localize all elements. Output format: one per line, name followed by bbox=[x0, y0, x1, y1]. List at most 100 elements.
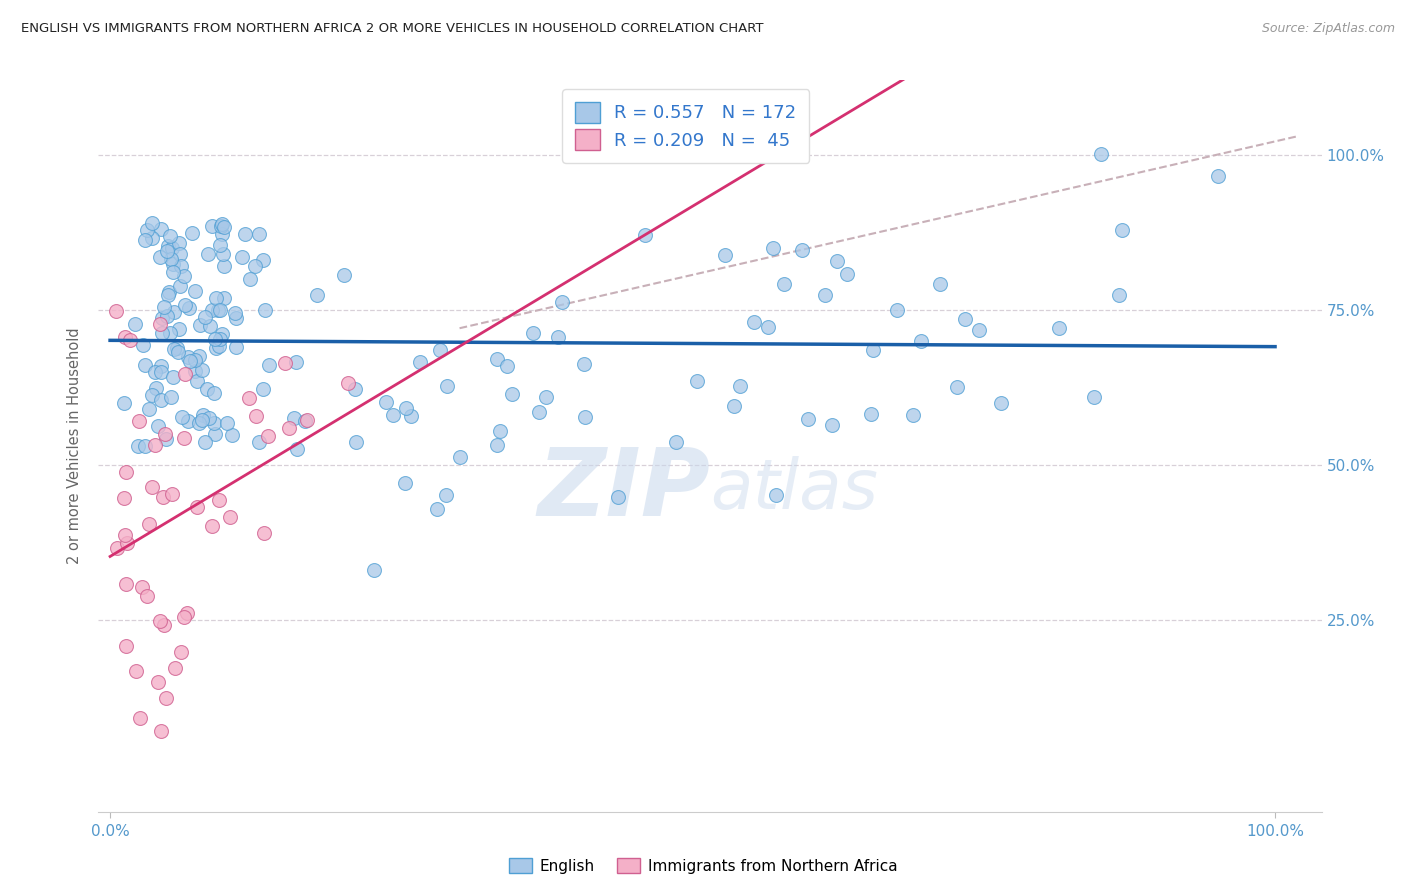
Point bbox=[233, 227, 256, 242]
Point bbox=[136, 223, 159, 237]
Point bbox=[336, 376, 359, 390]
Point bbox=[211, 217, 233, 231]
Point bbox=[254, 302, 277, 317]
Point bbox=[247, 434, 270, 449]
Point bbox=[239, 272, 262, 286]
Point bbox=[177, 414, 200, 428]
Point bbox=[256, 428, 278, 442]
Point bbox=[127, 439, 149, 453]
Point bbox=[174, 298, 197, 312]
Point bbox=[252, 526, 274, 541]
Point bbox=[145, 438, 167, 452]
Point bbox=[138, 516, 160, 531]
Legend: R = 0.557   N = 172, R = 0.209   N =  45: R = 0.557 N = 172, R = 0.209 N = 45 bbox=[562, 89, 808, 162]
Point bbox=[153, 300, 176, 314]
Point bbox=[399, 409, 422, 423]
Point bbox=[146, 675, 169, 690]
Point bbox=[201, 219, 224, 233]
Point bbox=[211, 227, 233, 242]
Point bbox=[395, 401, 418, 416]
Point bbox=[247, 227, 270, 242]
Point bbox=[200, 318, 222, 333]
Point bbox=[903, 409, 925, 423]
Point bbox=[534, 390, 557, 404]
Point bbox=[208, 339, 231, 353]
Point bbox=[243, 259, 266, 273]
Point bbox=[207, 303, 229, 318]
Point bbox=[197, 247, 219, 261]
Point bbox=[162, 369, 184, 384]
Point bbox=[218, 510, 240, 524]
Point bbox=[188, 318, 211, 332]
Point bbox=[177, 350, 200, 364]
Point bbox=[176, 606, 198, 620]
Point bbox=[152, 618, 174, 632]
Point bbox=[343, 382, 366, 396]
Point bbox=[252, 382, 274, 396]
Point bbox=[208, 492, 231, 507]
Point bbox=[204, 427, 226, 442]
Point bbox=[436, 379, 458, 393]
Point bbox=[574, 409, 596, 424]
Point bbox=[204, 291, 226, 305]
Point bbox=[825, 253, 848, 268]
Point bbox=[153, 426, 176, 441]
Point bbox=[179, 354, 201, 368]
Point bbox=[149, 318, 172, 332]
Point bbox=[928, 277, 950, 292]
Point bbox=[756, 320, 779, 334]
Point bbox=[118, 333, 141, 347]
Point bbox=[191, 363, 214, 377]
Point bbox=[1108, 287, 1130, 301]
Point bbox=[821, 418, 844, 433]
Point bbox=[814, 288, 837, 302]
Point bbox=[152, 491, 174, 505]
Point bbox=[344, 434, 367, 449]
Point bbox=[157, 285, 180, 299]
Point bbox=[429, 343, 451, 357]
Point bbox=[163, 304, 186, 318]
Point bbox=[762, 242, 785, 256]
Point bbox=[285, 442, 308, 456]
Point bbox=[149, 250, 172, 264]
Point bbox=[665, 434, 688, 449]
Point bbox=[160, 487, 183, 501]
Point bbox=[134, 358, 156, 372]
Point bbox=[221, 427, 243, 442]
Point bbox=[686, 374, 709, 388]
Point bbox=[211, 327, 233, 342]
Point bbox=[128, 414, 150, 428]
Point bbox=[131, 580, 153, 594]
Text: atlas: atlas bbox=[710, 457, 877, 524]
Point bbox=[167, 236, 190, 251]
Point bbox=[150, 365, 173, 379]
Point bbox=[1090, 146, 1112, 161]
Point bbox=[1206, 169, 1229, 183]
Point bbox=[155, 432, 177, 446]
Point bbox=[194, 434, 217, 449]
Point bbox=[496, 359, 519, 374]
Point bbox=[837, 267, 859, 281]
Point bbox=[141, 480, 163, 494]
Point bbox=[211, 247, 233, 261]
Point bbox=[195, 383, 218, 397]
Point bbox=[489, 424, 512, 438]
Point bbox=[259, 359, 281, 373]
Point bbox=[217, 416, 239, 430]
Point bbox=[765, 488, 787, 502]
Point bbox=[486, 352, 509, 367]
Point bbox=[212, 220, 235, 235]
Point bbox=[105, 303, 128, 318]
Point bbox=[744, 315, 766, 329]
Point bbox=[1111, 223, 1133, 237]
Point bbox=[112, 396, 135, 410]
Point bbox=[163, 660, 186, 674]
Point bbox=[143, 365, 166, 379]
Point bbox=[238, 391, 260, 405]
Point bbox=[162, 256, 184, 270]
Text: ENGLISH VS IMMIGRANTS FROM NORTHERN AFRICA 2 OR MORE VEHICLES IN HOUSEHOLD CORRE: ENGLISH VS IMMIGRANTS FROM NORTHERN AFRI… bbox=[21, 22, 763, 36]
Point bbox=[173, 610, 195, 624]
Point bbox=[204, 332, 226, 346]
Point bbox=[146, 419, 169, 434]
Point bbox=[114, 329, 136, 343]
